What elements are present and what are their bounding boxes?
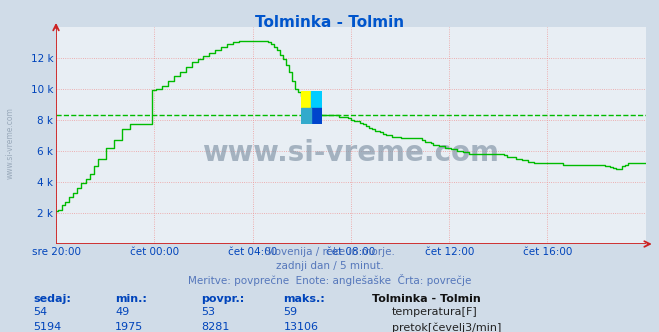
Text: povpr.:: povpr.: [201,294,244,304]
Text: 13106: 13106 [283,322,318,332]
Text: 53: 53 [201,307,215,317]
Text: Meritve: povprečne  Enote: anglešaške  Črta: povrečje: Meritve: povprečne Enote: anglešaške Črt… [188,274,471,286]
Text: 59: 59 [283,307,297,317]
Text: maks.:: maks.: [283,294,325,304]
Text: pretok[čevelj3/min]: pretok[čevelj3/min] [392,322,501,332]
Text: zadnji dan / 5 minut.: zadnji dan / 5 minut. [275,261,384,271]
Text: Tolminka - Tolmin: Tolminka - Tolmin [255,15,404,30]
Bar [301,91,311,108]
Text: www.si-vreme.com: www.si-vreme.com [202,139,500,167]
Text: Slovenija / reke in morje.: Slovenija / reke in morje. [264,247,395,257]
Text: Tolminka - Tolmin: Tolminka - Tolmin [372,294,481,304]
Text: 5194: 5194 [33,322,61,332]
Text: 8281: 8281 [201,322,229,332]
Bar [311,108,322,124]
Text: 54: 54 [33,307,47,317]
Text: www.si-vreme.com: www.si-vreme.com [5,107,14,179]
Text: sedaj:: sedaj: [33,294,71,304]
Bar [311,91,322,108]
Text: 49: 49 [115,307,130,317]
Bar [301,108,311,124]
Text: temperatura[F]: temperatura[F] [392,307,478,317]
Text: min.:: min.: [115,294,147,304]
Text: 1975: 1975 [115,322,144,332]
